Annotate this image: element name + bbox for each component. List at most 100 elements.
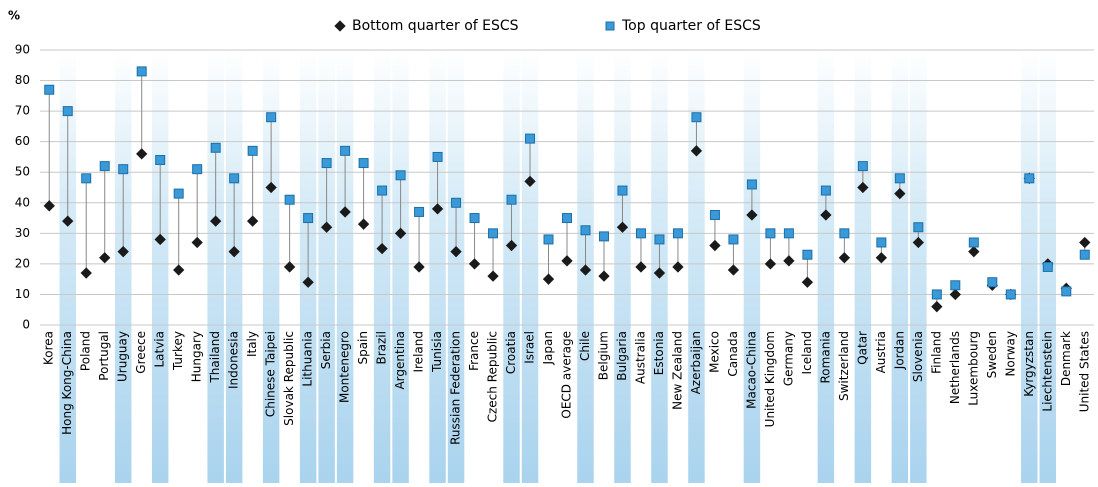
x-tick-label: Bulgaria bbox=[615, 331, 629, 381]
top-quarter-marker bbox=[506, 194, 517, 205]
top-quarter-marker bbox=[303, 213, 314, 224]
bottom-quarter-marker bbox=[431, 203, 444, 215]
x-tick-label: Netherlands bbox=[948, 331, 962, 404]
bottom-quarter-marker bbox=[672, 261, 684, 273]
top-quarter-marker bbox=[488, 228, 499, 239]
bottom-quarter-marker bbox=[801, 276, 814, 288]
top-quarter-marker bbox=[654, 234, 665, 245]
x-tick-label: Romania bbox=[818, 331, 832, 383]
x-tick-label: Israel bbox=[523, 331, 537, 364]
x-tick-label: Canada bbox=[726, 331, 740, 377]
x-tick-label: Latvia bbox=[153, 331, 167, 368]
bottom-quarter-marker bbox=[302, 276, 314, 288]
top-quarter-marker bbox=[136, 66, 147, 77]
top-quarter-marker bbox=[672, 228, 683, 239]
top-quarter-marker bbox=[414, 206, 425, 217]
bottom-quarter-marker bbox=[820, 209, 832, 221]
top-quarter-marker bbox=[44, 84, 55, 95]
legend-label: Bottom quarter of ESCS bbox=[352, 18, 519, 34]
top-quarter-marker bbox=[99, 161, 110, 172]
y-tick-label: 50 bbox=[15, 165, 30, 179]
top-quarter-marker bbox=[543, 234, 554, 245]
highlight-band bbox=[151, 50, 169, 483]
x-tick-label: OECD average bbox=[560, 331, 574, 419]
highlight-band bbox=[1021, 50, 1038, 483]
top-quarter-marker bbox=[968, 237, 979, 248]
bottom-quarter-marker bbox=[320, 221, 333, 233]
x-tick-label: Portugal bbox=[97, 331, 111, 381]
x-tick-label: Serbia bbox=[319, 331, 333, 369]
top-quarter-marker bbox=[340, 145, 351, 156]
x-tick-label: New Zealand bbox=[670, 331, 684, 410]
x-tick-label: Germany bbox=[781, 331, 795, 386]
top-quarter-marker bbox=[266, 112, 277, 123]
y-tick-label: 0 bbox=[22, 318, 30, 332]
top-quarter-marker bbox=[635, 228, 646, 239]
y-tick-label: 60 bbox=[15, 134, 30, 148]
x-tick-label: Estonia bbox=[652, 331, 666, 375]
x-tick-label: Indonesia bbox=[227, 331, 241, 389]
top-quarter-marker bbox=[950, 280, 961, 291]
highlight-band bbox=[392, 50, 409, 483]
bottom-quarter-marker bbox=[598, 270, 610, 282]
top-quarter-marker bbox=[451, 197, 462, 208]
bottom-quarter-marker bbox=[339, 206, 351, 218]
x-tick-label: Czech Republic bbox=[486, 331, 500, 422]
top-quarter-marker bbox=[894, 173, 905, 184]
top-quarter-marker bbox=[728, 234, 739, 245]
y-tick-label: 10 bbox=[15, 287, 30, 301]
top-quarter-marker bbox=[432, 151, 443, 162]
bottom-quarter-marker bbox=[931, 301, 943, 313]
x-tick-label: Greece bbox=[134, 331, 148, 374]
top-quarter-marker bbox=[1024, 173, 1035, 184]
x-tick-label: Croatia bbox=[504, 331, 518, 374]
x-tick-label: Thailand bbox=[208, 331, 222, 384]
legend-marker bbox=[605, 21, 615, 31]
x-tick-label: Lithuania bbox=[301, 331, 315, 387]
highlight-band bbox=[743, 50, 761, 483]
highlight-band bbox=[318, 50, 335, 483]
bottom-quarter-marker bbox=[894, 187, 906, 200]
top-quarter-marker bbox=[1061, 286, 1072, 297]
highlight-band bbox=[817, 50, 835, 483]
top-quarter-marker bbox=[913, 222, 924, 233]
highlight-band bbox=[503, 50, 520, 483]
x-tick-label: Norway bbox=[1003, 331, 1017, 377]
top-quarter-marker bbox=[284, 194, 295, 205]
bottom-quarter-marker bbox=[487, 270, 499, 282]
x-tick-label: Kyrgyzstan bbox=[1022, 331, 1036, 397]
x-tick-label: Belgium bbox=[596, 331, 610, 380]
top-quarter-marker bbox=[709, 210, 720, 220]
x-tick-label: Brazil bbox=[375, 331, 389, 365]
x-tick-label: Austria bbox=[874, 331, 888, 373]
bottom-quarter-marker bbox=[43, 200, 55, 212]
x-tick-label: Denmark bbox=[1059, 331, 1073, 386]
x-tick-label: Macao-China bbox=[744, 331, 758, 409]
x-tick-label: Jordan bbox=[892, 331, 906, 370]
x-tick-label: Turkey bbox=[171, 331, 185, 371]
top-quarter-marker bbox=[229, 173, 240, 184]
bottom-quarter-marker bbox=[505, 239, 518, 252]
bottom-quarter-marker bbox=[99, 252, 111, 264]
highlight-band bbox=[854, 50, 872, 483]
x-tick-label: Switzerland bbox=[837, 331, 851, 401]
bottom-quarter-marker bbox=[80, 267, 92, 279]
bottom-quarter-marker bbox=[468, 258, 481, 270]
x-tick-label: Ireland bbox=[412, 331, 426, 373]
top-quarter-marker bbox=[598, 231, 609, 242]
highlight-band bbox=[891, 50, 909, 483]
x-tick-label: Qatar bbox=[855, 331, 869, 365]
top-quarter-marker bbox=[321, 158, 332, 169]
highlight-band bbox=[207, 50, 224, 483]
bottom-quarter-marker bbox=[616, 221, 629, 233]
top-quarter-marker bbox=[377, 185, 388, 196]
x-tick-label: Iceland bbox=[800, 331, 814, 374]
x-tick-label: Tunisia bbox=[430, 331, 444, 373]
bottom-quarter-marker bbox=[968, 246, 980, 258]
bottom-quarter-marker bbox=[1079, 236, 1091, 249]
bottom-quarter-marker bbox=[246, 215, 259, 227]
bottom-quarter-marker bbox=[357, 218, 370, 230]
top-quarter-marker bbox=[987, 277, 998, 288]
x-tick-label: Montenegro bbox=[338, 331, 352, 403]
